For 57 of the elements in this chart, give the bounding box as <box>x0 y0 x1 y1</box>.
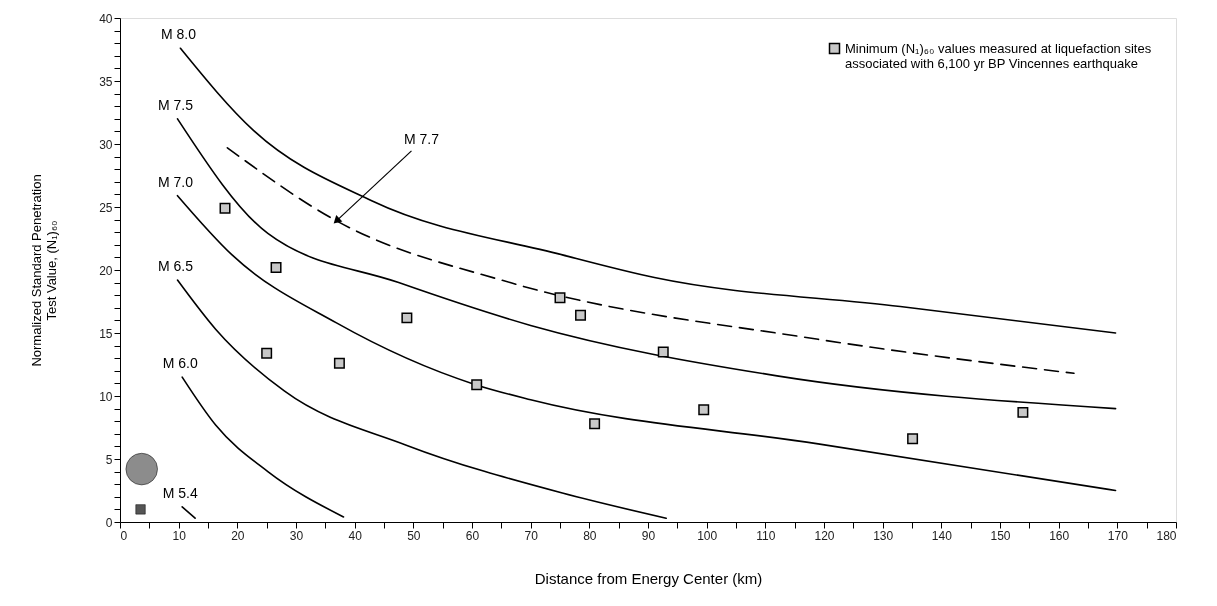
y-tick-label: 10 <box>99 389 113 404</box>
y-tick-label: 5 <box>105 452 113 467</box>
line-series <box>181 376 345 518</box>
series-label: M 6.5 <box>157 258 194 275</box>
point <box>698 404 710 416</box>
y-tick-label: 0 <box>105 515 113 530</box>
x-tick-label: 180 <box>1156 528 1177 543</box>
y-tick-label: 15 <box>99 326 113 341</box>
x-tick-label: 140 <box>931 528 953 543</box>
x-tick-label: 70 <box>524 528 539 543</box>
series-label: M 6.0 <box>162 355 198 372</box>
y-tick-label: 35 <box>99 74 113 89</box>
line-series <box>176 118 1117 410</box>
point <box>333 357 345 369</box>
x-tick-label: 130 <box>873 528 894 543</box>
point <box>270 261 282 273</box>
x-tick-label: 0 <box>120 528 128 543</box>
x-tick-label: 170 <box>1107 528 1129 543</box>
point <box>589 418 601 430</box>
y-axis-title: Normalized Standard Penetration Test Value, (N₁)₆₀ <box>29 174 60 367</box>
line-series <box>226 146 1075 375</box>
x-axis-title: Distance from Energy Center (km) <box>534 569 763 587</box>
point <box>219 202 231 214</box>
y-tick-label: 25 <box>99 200 113 215</box>
series-label: M 7.5 <box>157 96 194 113</box>
point <box>554 292 566 304</box>
x-tick-label: 30 <box>289 528 304 543</box>
x-tick-label: 10 <box>172 528 187 543</box>
x-tick-label: 60 <box>465 528 480 543</box>
y-tick-label: 30 <box>99 137 113 152</box>
x-tick-label: 50 <box>407 528 421 543</box>
x-tick-label: 80 <box>583 528 597 543</box>
point <box>261 347 273 359</box>
series-label: M 5.4 <box>162 484 198 501</box>
line-series <box>176 279 667 520</box>
point <box>135 504 146 515</box>
y-tick-label: 40 <box>99 11 113 26</box>
x-tick-label: 90 <box>641 528 656 543</box>
legend-label: Minimum (N₁)₆₀ values measured at liquefaction sites associated with 6,100 yr BP Vincennes earthquake <box>845 40 1152 71</box>
x-tick-label: 40 <box>348 528 363 543</box>
x-tick-label: 120 <box>814 528 835 543</box>
x-tick-label: 150 <box>990 528 1011 543</box>
x-tick-label: 160 <box>1049 528 1070 543</box>
x-tick-label: 110 <box>756 528 776 543</box>
point <box>907 433 919 445</box>
point <box>125 453 158 486</box>
y-tick-label: 20 <box>99 263 113 278</box>
point <box>401 312 413 324</box>
point <box>471 379 483 391</box>
point <box>657 346 669 358</box>
series-label: M 7.0 <box>157 173 194 190</box>
x-tick-label: 20 <box>231 528 245 543</box>
point <box>1017 406 1029 418</box>
series-label: M 8.0 <box>160 26 197 43</box>
x-tick-label: 100 <box>697 528 718 543</box>
text: M 7.7 <box>403 130 440 147</box>
point <box>575 309 587 321</box>
